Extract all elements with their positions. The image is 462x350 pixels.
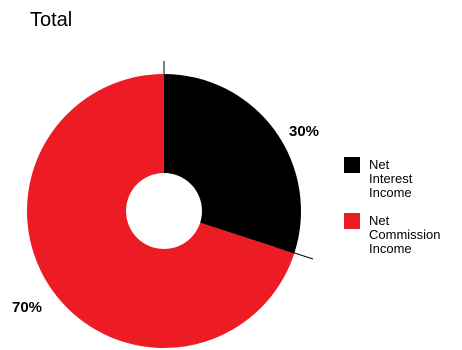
legend-label: Interest (369, 171, 413, 186)
donut-hole (126, 173, 202, 249)
chart-title: Total (30, 9, 72, 31)
data-label-net-commission-income: 70% (12, 299, 42, 316)
legend-swatch (344, 157, 360, 173)
legend-swatch (344, 213, 360, 229)
legend-label: Net (369, 213, 390, 228)
data-label-net-interest-income: 30% (289, 123, 319, 140)
legend-label: Net (369, 157, 390, 172)
legend-label: Income (369, 185, 412, 200)
leader-line-right (275, 246, 314, 260)
legend-label: Income (369, 241, 412, 256)
legend-label: Commission (369, 227, 441, 242)
